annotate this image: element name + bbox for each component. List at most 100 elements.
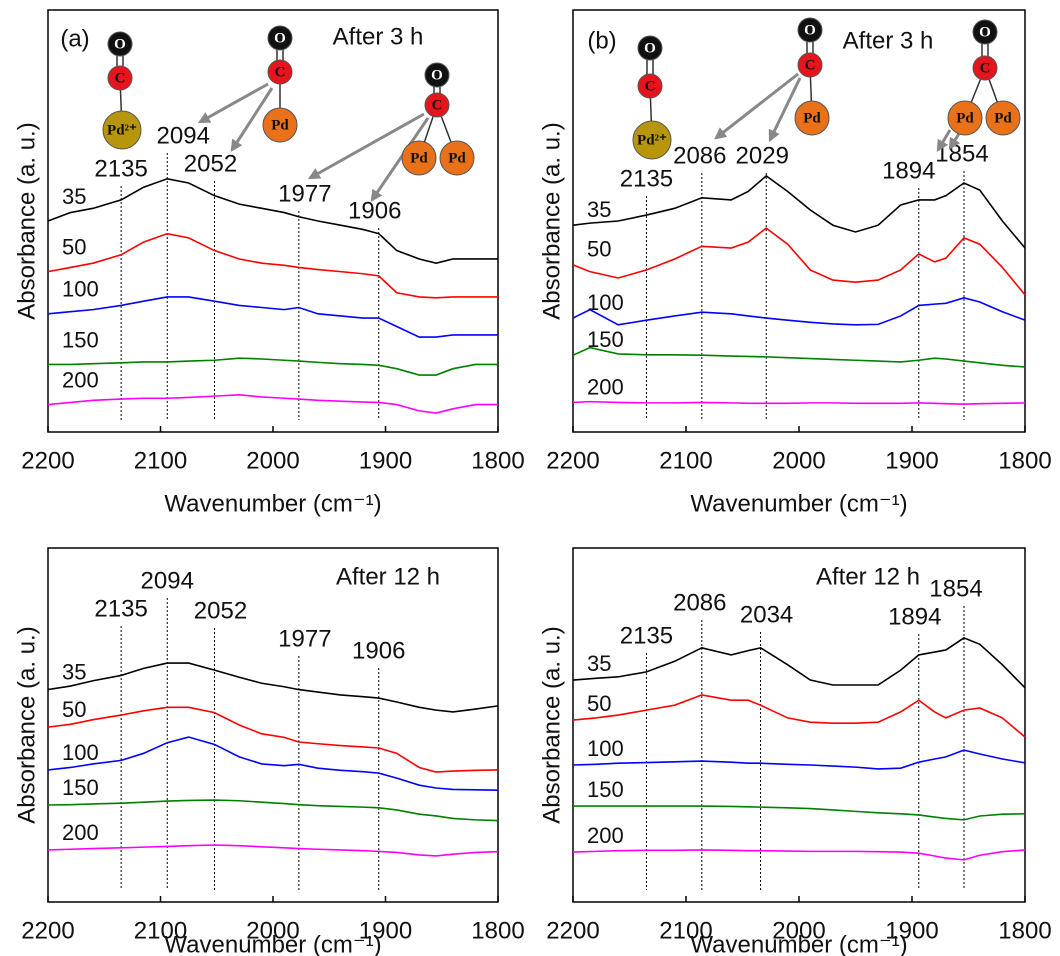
peak-label: 2135	[620, 622, 673, 649]
spectrum-line	[572, 174, 1026, 249]
x-axis-label: Wavenumber (cm⁻¹)	[690, 931, 907, 956]
atom	[424, 62, 450, 88]
peak-label: 1977	[278, 180, 331, 207]
series-label: 100	[587, 736, 624, 761]
peak-label: 1906	[348, 197, 401, 224]
arrow	[307, 112, 425, 180]
atom	[262, 107, 298, 143]
spectrum-line	[572, 637, 1026, 689]
atom	[797, 52, 823, 78]
peak-label: 2086	[673, 142, 726, 169]
spectrum-line	[47, 177, 498, 265]
x-tick-label: 2100	[134, 447, 187, 474]
adsorbate-icon: O C Pd²⁺	[102, 31, 142, 150]
x-tick-label: 1800	[998, 917, 1051, 944]
series-label: 100	[62, 277, 99, 302]
atom-label: C	[805, 57, 816, 73]
series-label: 35	[62, 659, 86, 684]
atom	[424, 92, 450, 118]
atom	[102, 110, 142, 150]
spectrum-line	[47, 296, 498, 338]
y-axis-label: Absorbance (a. u.)	[13, 626, 40, 823]
spectrum-line	[573, 805, 1026, 821]
arrow	[936, 129, 952, 153]
spectrum-line	[48, 357, 498, 376]
x-tick-label: 2100	[659, 917, 712, 944]
x-tick-label: 2100	[134, 917, 187, 944]
series-label: 50	[587, 691, 611, 716]
adsorbate-icon: O C Pd	[794, 17, 830, 136]
panel-label: (a)	[60, 25, 89, 52]
spectrum-line	[47, 394, 498, 414]
atom	[637, 73, 663, 99]
adsorbate-icon: O C Pd²⁺	[632, 35, 672, 160]
peak-label: 2029	[736, 142, 789, 169]
peak-label: 1854	[929, 575, 982, 602]
series-label: 200	[587, 823, 624, 848]
atom-label: Pd	[410, 150, 428, 166]
atom-label: C	[275, 64, 286, 80]
x-axis-label: Wavenumber (cm⁻¹)	[164, 490, 381, 517]
x-tick-label: 2000	[246, 447, 299, 474]
x-tick-label: 1800	[471, 917, 524, 944]
adsorbate-icon: O C Pd Pd	[947, 19, 1021, 136]
x-tick-label: 1900	[885, 917, 938, 944]
arrow	[197, 82, 269, 124]
series-label: 200	[62, 367, 99, 392]
atom	[107, 31, 133, 57]
x-tick-label: 2000	[772, 917, 825, 944]
series-label: 150	[62, 775, 99, 800]
peak-label: 1977	[278, 625, 331, 652]
x-tick-label: 1800	[471, 447, 524, 474]
x-tick-label: 1900	[885, 447, 938, 474]
atom-label: C	[645, 78, 656, 94]
x-tick-label: 2200	[546, 447, 599, 474]
atom	[401, 140, 437, 176]
y-axis-label: Absorbance (a. u.)	[13, 122, 40, 319]
spectrum-line	[47, 844, 499, 857]
peak-label: 2135	[94, 595, 147, 622]
x-tick-label: 2000	[246, 917, 299, 944]
peak-label: 2135	[94, 155, 147, 182]
atom	[972, 55, 998, 81]
atom-label: Pd	[994, 110, 1012, 126]
atom-label: C	[115, 70, 126, 86]
atom	[439, 140, 475, 176]
x-axis-label: Wavenumber (cm⁻¹)	[164, 931, 381, 956]
atom	[947, 100, 983, 136]
atom	[985, 100, 1021, 136]
x-tick-label: 1800	[998, 447, 1051, 474]
x-tick-label: 2200	[546, 917, 599, 944]
atom-label: C	[980, 60, 991, 76]
series-label: 50	[587, 237, 611, 262]
panel-label: (b)	[587, 27, 616, 54]
atom-label: Pd	[271, 117, 289, 133]
atom-label: O	[644, 40, 656, 56]
series-label: 35	[62, 184, 86, 209]
x-tick-label: 1900	[359, 917, 412, 944]
peak-label: 2135	[620, 165, 673, 192]
spectrum-line	[47, 799, 499, 822]
atom	[637, 35, 663, 61]
series-label: 150	[62, 327, 99, 352]
spectrum-line	[572, 346, 1026, 368]
spectrum-line	[47, 232, 498, 299]
series-label: 100	[62, 740, 99, 765]
atom	[107, 65, 133, 91]
spectrum-line	[572, 694, 1026, 738]
atom-label: Pd	[956, 110, 974, 126]
spectrum-line	[47, 736, 499, 791]
peak-label: 2052	[184, 150, 237, 177]
series-label: 35	[587, 197, 611, 222]
series-label: 50	[62, 697, 86, 722]
plot-frame	[572, 9, 1026, 433]
atom-label: Pd²⁺	[637, 132, 667, 148]
series-label: 50	[62, 234, 86, 259]
atom-label: Pd	[448, 150, 466, 166]
atom	[797, 17, 823, 43]
series-label: 150	[587, 777, 624, 802]
x-axis-label: Wavenumber (cm⁻¹)	[690, 490, 907, 517]
annotation: After 12 h	[816, 563, 920, 590]
atom	[632, 120, 672, 160]
